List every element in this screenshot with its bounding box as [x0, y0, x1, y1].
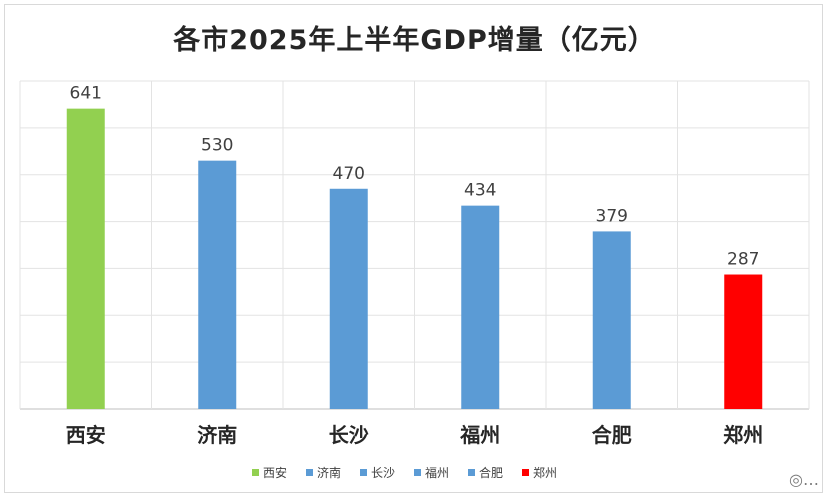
bar-2: [198, 160, 237, 409]
bar-3: [329, 188, 368, 409]
data-label: 287: [727, 250, 759, 270]
x-tick-label: 合肥: [592, 423, 632, 447]
legend-swatch: [306, 469, 313, 476]
data-label: 379: [596, 206, 628, 226]
legend-swatch: [522, 469, 529, 476]
legend-entry: 长沙: [371, 466, 395, 480]
x-tick-label: 郑州: [723, 423, 763, 447]
legend-swatch: [252, 469, 259, 476]
x-tick-label: 长沙: [329, 423, 369, 447]
legend-entry: 福州: [425, 465, 449, 480]
chart-frame: [4, 4, 823, 493]
bar-1: [66, 108, 105, 409]
data-label: 470: [333, 164, 365, 184]
x-tick-label: 福州: [459, 423, 500, 447]
bar-6: [724, 274, 763, 409]
data-label: 434: [464, 181, 496, 201]
data-label: 641: [70, 84, 102, 104]
watermark: ◎…: [789, 470, 819, 489]
legend-entry: 西安: [263, 465, 287, 480]
legend-entry: 郑州: [533, 465, 557, 480]
legend-swatch: [414, 469, 421, 476]
legend-entry: 合肥: [479, 465, 503, 480]
legend-entry: 济南: [317, 465, 341, 480]
x-tick-label: 济南: [197, 423, 237, 447]
legend-swatch: [360, 469, 367, 476]
legend-swatch: [468, 469, 475, 476]
data-label: 530: [201, 136, 233, 156]
x-tick-label: 西安: [66, 423, 106, 447]
chart-title: 各市2025年上半年GDP增量（亿元）: [173, 25, 656, 56]
bar-5: [592, 231, 631, 409]
bar-4: [461, 205, 500, 409]
